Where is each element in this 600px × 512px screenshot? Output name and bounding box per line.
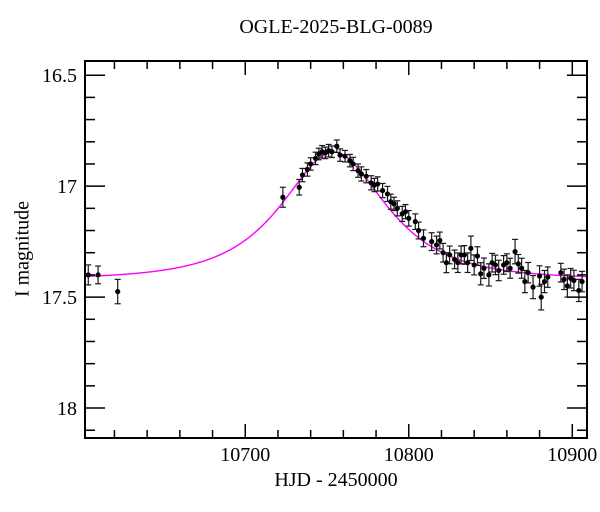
data-point [446,245,453,265]
data-point [346,153,353,168]
data-point [530,274,537,300]
x-tick-label: 10900 [547,444,597,466]
data-point [492,254,499,276]
y-tick-label: 18 [57,398,77,420]
data-point [341,149,348,163]
data-point [328,145,335,159]
data-point [477,262,484,286]
data-point [371,177,378,193]
data-point [379,182,386,199]
data-point [391,196,398,212]
data-point [495,259,502,282]
data-point [420,229,427,248]
data-point [485,263,492,287]
data-point [561,268,568,291]
data-point [525,261,532,284]
data-point [394,200,401,217]
data-point [557,262,564,283]
data-point [512,238,519,265]
data-point [503,253,510,273]
data-point [464,252,471,274]
data-point [436,231,443,250]
data-point [440,242,447,263]
data-point [337,148,344,162]
y-tick-label: 17.5 [42,287,77,309]
data-point [433,235,440,255]
data-point [507,257,514,279]
data-point [428,232,435,252]
data-point [570,269,577,292]
data-point [374,176,381,192]
data-point [480,257,487,280]
data-point [415,221,422,240]
data-point [279,186,286,208]
y-tick-label: 16.5 [42,65,77,87]
data-point [358,166,365,182]
data-point [518,257,525,279]
tick-labels: 10700 10800 10900 16.5 17 17.5 18 [42,65,597,466]
data-point [541,269,548,294]
data-point [304,162,311,177]
x-tick-label: 10700 [220,444,270,466]
data-point [307,157,314,171]
chart-title: OGLE-2025-BLG-0089 [239,16,433,38]
data-point [350,156,357,172]
data-point [405,209,412,227]
data-point [384,185,391,203]
data-point [296,178,303,196]
data-point [363,168,370,184]
data-point [474,246,481,266]
data-point [299,167,306,183]
axis-ticks [85,61,587,438]
data-point [538,283,545,311]
x-axis-label: HJD - 2450000 [274,469,398,491]
plot-frame [84,60,588,439]
data-points [85,139,586,311]
data-point [355,163,362,178]
data-point [467,235,474,262]
data-point [461,245,468,265]
data-point [451,249,458,270]
data-point [564,274,571,298]
data-point [114,278,121,305]
data-point [489,252,496,273]
data-point [544,266,551,288]
y-tick-label: 17 [57,176,77,198]
data-point [333,139,340,154]
data-point [95,265,102,285]
data-point [515,253,522,274]
data-point [536,265,543,287]
x-tick-label: 10800 [384,444,434,466]
